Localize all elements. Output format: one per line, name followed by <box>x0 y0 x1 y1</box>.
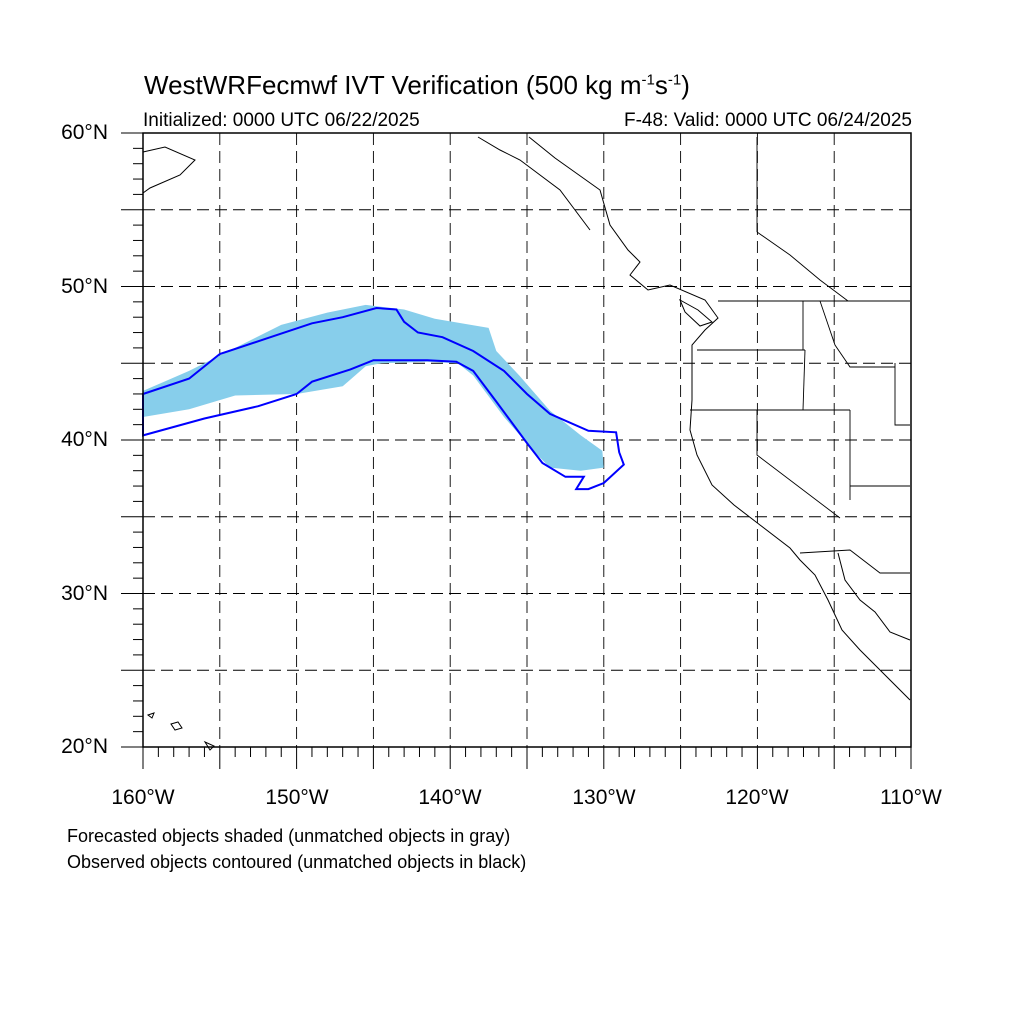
observed-object-contour <box>142 306 625 491</box>
lon-label-140w: 140°W <box>418 786 482 809</box>
coastline-alaska-panhandle <box>477 136 591 231</box>
lon-label-150w: 150°W <box>265 786 329 809</box>
border-id-wy <box>894 363 910 426</box>
lat-label-50n: 50°N <box>61 275 108 298</box>
forecast-note: Forecasted objects shaded (unmatched obj… <box>67 826 511 846</box>
axis-ticks <box>121 132 912 769</box>
map-title: WestWRFecmwf IVT Verification (500 kg m-… <box>144 70 690 100</box>
lat-label-30n: 30°N <box>61 582 108 605</box>
island-vancouver <box>678 298 713 327</box>
lat-label-40n: 40°N <box>61 428 108 451</box>
initialized-time: Initialized: 0000 UTC 06/22/2025 <box>143 110 420 131</box>
island-hawaii-mid <box>170 721 183 731</box>
observed-note: Observed objects contoured (unmatched ob… <box>67 852 527 872</box>
island-hawaii-east <box>203 740 215 751</box>
coastlines <box>142 136 911 751</box>
lon-label-130w: 130°W <box>572 786 636 809</box>
border-us-mexico <box>799 549 910 574</box>
valid-time: F-48: Valid: 0000 UTC 06/24/2025 <box>624 110 912 131</box>
border-ca-nv <box>756 410 841 519</box>
island-hawaii-west <box>146 712 155 719</box>
lat-label-20n: 20°N <box>61 735 108 758</box>
lon-label-160w: 160°W <box>111 786 175 809</box>
border-or-id <box>802 349 806 411</box>
political-boundaries <box>690 137 910 574</box>
lon-label-120w: 120°W <box>725 786 789 809</box>
coastline-baja-gulf <box>837 552 911 641</box>
lon-label-110w: 110°W <box>880 786 942 809</box>
forecast-object-shading <box>143 304 604 471</box>
coastline-north-america <box>528 136 911 701</box>
border-id-mt <box>819 300 895 368</box>
coastline-alaska <box>142 146 196 194</box>
border-bc-ab <box>756 231 849 302</box>
lat-label-60n: 60°N <box>61 121 108 144</box>
